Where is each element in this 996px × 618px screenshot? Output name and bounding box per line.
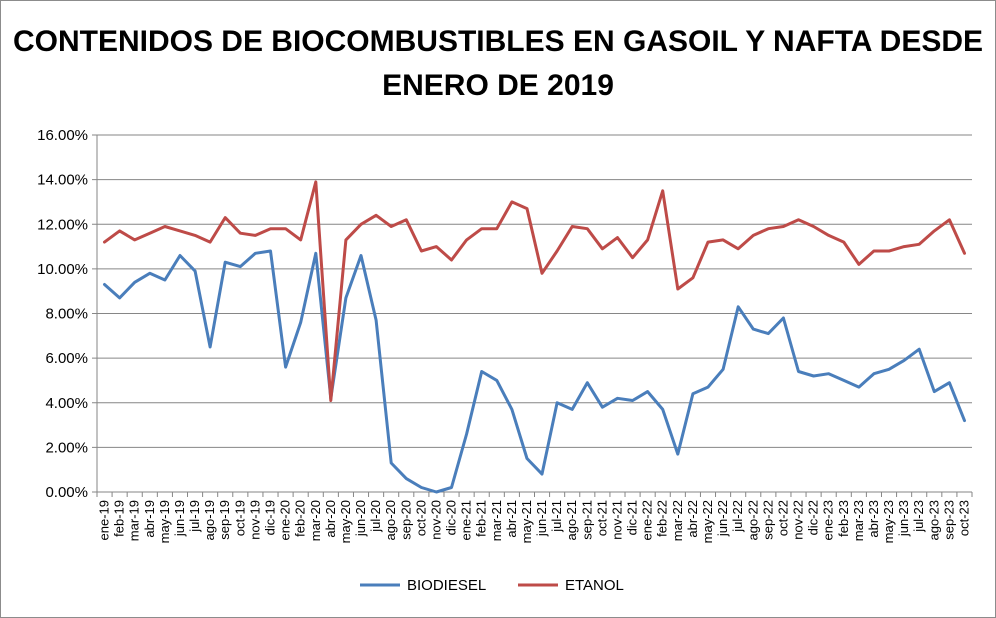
x-tick-label: oct-19 — [232, 500, 247, 536]
x-tick-label: feb-23 — [836, 500, 851, 537]
x-tick-label: abr-19 — [142, 500, 157, 538]
y-tick-label: 14.00% — [37, 172, 88, 189]
legend-label-etanol: ETANOL — [565, 577, 624, 594]
x-tick-label: sep-21 — [579, 500, 594, 540]
y-tick-label: 16.00% — [37, 127, 88, 144]
chart-title: CONTENIDOS DE BIOCOMBUSTIBLES EN GASOIL … — [12, 25, 984, 102]
x-tick-label: ene-23 — [821, 500, 836, 540]
x-tick-label: ene-20 — [278, 500, 293, 540]
x-tick-label: may-19 — [157, 500, 172, 543]
y-tick-label: 10.00% — [37, 261, 88, 278]
x-tick-labels: ene-19 feb-19 mar-19 abr-19 may-19 jun-19 jul-… — [97, 500, 972, 543]
x-tick-label: may-22 — [700, 500, 715, 543]
legend-label-biodiesel: BIODIESEL — [407, 577, 486, 594]
x-tick-label: abr-20 — [323, 500, 338, 538]
y-tick-label: 12.00% — [37, 216, 88, 233]
x-tick-label: oct-22 — [775, 500, 790, 536]
x-tick-label: abr-21 — [504, 500, 519, 538]
y-tick-labels: 0.00% 2.00% 4.00% 6.00% 8.00% 10.00% 12.00% 14.… — [37, 127, 88, 501]
x-tick-label: jun-20 — [353, 500, 368, 537]
x-tick-label: nov-21 — [609, 500, 624, 540]
x-tick-label: mar-22 — [670, 500, 685, 541]
x-tick-label: jun-19 — [172, 500, 187, 537]
x-tick-label: dic-20 — [444, 500, 459, 535]
x-tick-label: dic-21 — [625, 500, 640, 535]
x-tick-label: jun-23 — [896, 500, 911, 537]
x-tick-label: feb-19 — [112, 500, 127, 537]
x-tick-label: jul-21 — [549, 500, 564, 533]
legend: BIODIESEL ETANOL — [360, 577, 624, 594]
x-tick-label: jul-19 — [187, 500, 202, 533]
x-tick-label: oct-21 — [594, 500, 609, 536]
series-lines — [103, 180, 966, 494]
x-tick-label: oct-23 — [956, 500, 971, 536]
x-tick-label: jun-22 — [715, 500, 730, 537]
x-tick-label: mar-23 — [851, 500, 866, 541]
axes — [92, 134, 973, 497]
x-tick-label: nov-20 — [428, 500, 443, 540]
x-tick-label: ago-20 — [383, 500, 398, 540]
x-tick-label: ene-21 — [459, 500, 474, 540]
y-tick-label: 6.00% — [45, 350, 88, 367]
x-tick-label: may-20 — [338, 500, 353, 543]
y-tick-label: 8.00% — [45, 306, 88, 323]
x-tick-label: jul-22 — [730, 500, 745, 533]
x-tick-label: mar-20 — [308, 500, 323, 541]
x-tick-label: sep-19 — [217, 500, 232, 540]
x-tick-label: abr-23 — [866, 500, 881, 538]
x-tick-label: ago-22 — [745, 500, 760, 540]
y-tick-label: 4.00% — [45, 395, 88, 412]
gridlines — [97, 134, 972, 493]
x-tick-label: feb-22 — [655, 500, 670, 537]
x-tick-label: oct-20 — [413, 500, 428, 536]
x-tick-label: ene-19 — [97, 500, 112, 540]
x-tick-label: abr-22 — [685, 500, 700, 538]
x-tick-label: ago-21 — [564, 500, 579, 540]
x-tick-label: sep-23 — [941, 500, 956, 540]
x-tick-label: dic-22 — [806, 500, 821, 535]
x-tick-label: mar-21 — [489, 500, 504, 541]
x-tick-label: jul-20 — [368, 500, 383, 533]
x-tick-label: feb-20 — [293, 500, 308, 537]
x-tick-label: mar-19 — [127, 500, 142, 541]
x-tick-label: jul-23 — [911, 500, 926, 533]
x-tick-label: sep-20 — [398, 500, 413, 540]
x-tick-label: ene-22 — [640, 500, 655, 540]
x-tick-label: sep-22 — [760, 500, 775, 540]
x-tick-label: ago-19 — [202, 500, 217, 540]
y-tick-label: 0.00% — [45, 484, 88, 501]
series-line-biodiesel — [103, 249, 966, 494]
x-tick-label: nov-19 — [247, 500, 262, 540]
y-tick-label: 2.00% — [45, 439, 88, 456]
x-tick-label: jun-21 — [534, 500, 549, 537]
x-tick-label: nov-22 — [791, 500, 806, 540]
x-tick-label: may-21 — [519, 500, 534, 543]
x-tick-label: ago-23 — [926, 500, 941, 540]
series-line-etanol — [103, 180, 966, 402]
x-tick-label: may-23 — [881, 500, 896, 543]
x-tick-label: dic-19 — [262, 500, 277, 535]
x-tick-label: feb-21 — [474, 500, 489, 537]
